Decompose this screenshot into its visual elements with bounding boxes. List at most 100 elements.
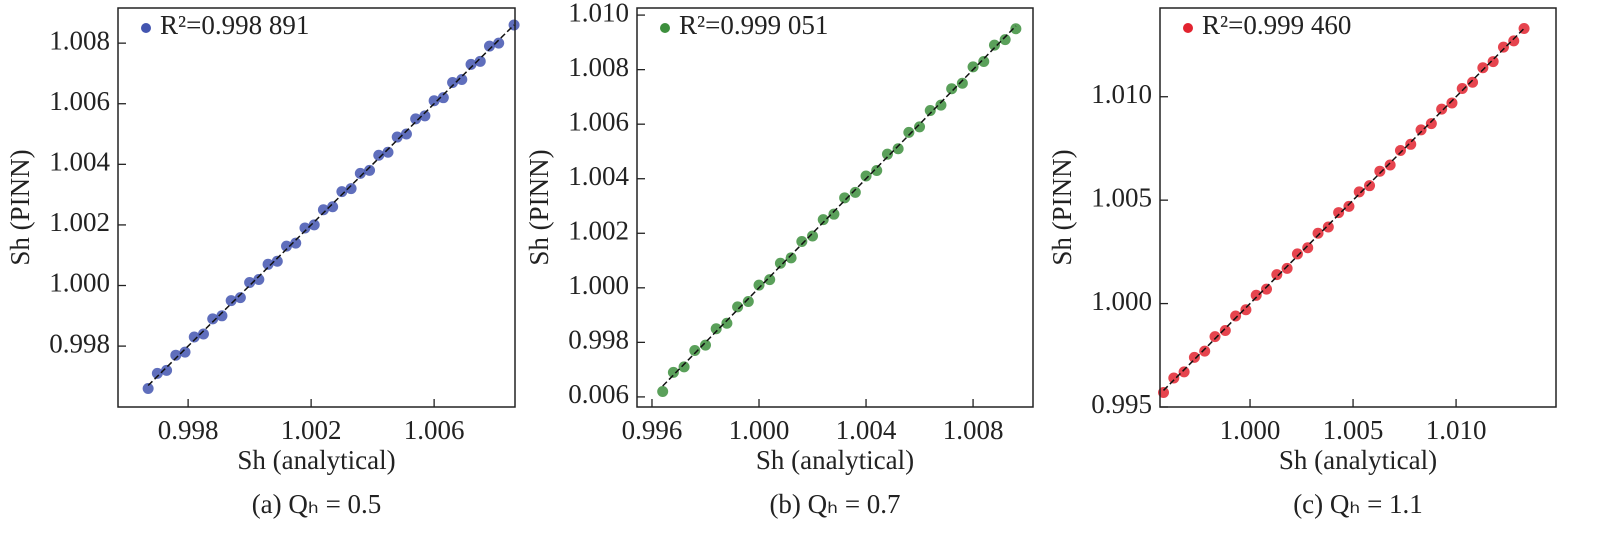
point [465, 58, 477, 70]
x-tick-label: 0.998 [158, 415, 219, 445]
point [1374, 165, 1386, 177]
x-tick-label: 1.000 [1220, 415, 1281, 445]
point [1436, 103, 1448, 115]
point [216, 310, 228, 322]
point [1343, 200, 1355, 212]
y-tick-label: 1.010 [1091, 79, 1152, 109]
point [327, 201, 339, 213]
legend-label: R²=0.999 051 [679, 10, 828, 40]
panel: 0.998 1.002 1.006 0.998 1.000 1.002 1.004 1.006… [5, 7, 520, 519]
point [1250, 289, 1262, 301]
point [474, 55, 486, 67]
point [871, 165, 883, 177]
point [142, 383, 154, 395]
point [373, 149, 385, 161]
point [1394, 145, 1406, 157]
point [1219, 324, 1231, 336]
plot-frame [1159, 7, 1557, 408]
point [345, 183, 357, 195]
point [308, 219, 320, 231]
point [1312, 227, 1324, 239]
x-tick-label: 0.996 [622, 415, 683, 445]
point [689, 345, 701, 357]
point [1281, 262, 1293, 274]
y-tick-label: 0.998 [49, 328, 110, 358]
point [1158, 387, 1170, 399]
point [903, 126, 915, 138]
point [1291, 248, 1303, 260]
point [170, 349, 182, 361]
y-axis-label: Sh (PINN) [524, 149, 554, 265]
point [999, 34, 1011, 46]
point [225, 295, 237, 307]
point [849, 186, 861, 198]
y-tick-label: 1.000 [568, 270, 629, 300]
point [151, 367, 163, 379]
point [742, 295, 754, 307]
point [317, 204, 329, 216]
x-tick-label: 1.000 [729, 415, 790, 445]
legend-marker [660, 23, 670, 33]
point [1487, 56, 1499, 68]
panel: 1.000 1.005 1.010 0.995 1.000 1.005 1.010 R²=0.… [1047, 7, 1557, 519]
y-axis-label: Sh (PINN) [1047, 149, 1077, 265]
point [924, 105, 936, 117]
point [1199, 345, 1211, 357]
point [1497, 41, 1509, 53]
point [1415, 124, 1427, 136]
y-tick-label: 1.004 [49, 147, 110, 177]
point [382, 146, 394, 158]
y-tick-label: 1.000 [1091, 286, 1152, 316]
y-tick-label: 1.002 [49, 207, 110, 237]
caption: (a) Qₕ = 0.5 [252, 489, 382, 519]
point [1467, 76, 1479, 88]
point [667, 366, 679, 378]
point [161, 364, 173, 376]
y-tick-label: 1.008 [568, 52, 629, 82]
point [860, 170, 872, 182]
fit-line [147, 24, 515, 387]
y-tick-label: 0.995 [1091, 389, 1152, 419]
legend-label: R²=0.998 891 [160, 10, 309, 40]
y-tick-label: 0.998 [568, 325, 629, 355]
point [493, 37, 505, 49]
y-tick-label: 1.006 [568, 106, 629, 136]
plot-frame [117, 7, 516, 408]
plot-frame [636, 7, 1034, 408]
point [914, 121, 926, 133]
point [197, 328, 209, 340]
point [785, 252, 797, 264]
point [774, 257, 786, 269]
point [188, 331, 200, 343]
point [1302, 242, 1314, 254]
point [881, 148, 893, 160]
point [179, 346, 191, 358]
x-tick-label: 1.010 [1426, 415, 1487, 445]
y-tick-label: 1.008 [49, 25, 110, 55]
point [1456, 82, 1468, 94]
point [336, 186, 348, 198]
point [807, 230, 819, 242]
point [1446, 97, 1458, 109]
point [456, 73, 468, 85]
point [988, 39, 1000, 51]
point [710, 323, 722, 335]
point [699, 339, 711, 351]
point [281, 240, 293, 252]
y-tick-label: 1.010 [568, 0, 629, 27]
point [483, 40, 495, 52]
y-axis-label: Sh (PINN) [5, 149, 35, 265]
point [1010, 23, 1022, 35]
point [234, 292, 246, 304]
point [1333, 207, 1345, 219]
point [1405, 138, 1417, 150]
point [207, 313, 219, 325]
x-tick-label: 1.006 [404, 415, 465, 445]
point [935, 99, 947, 111]
x-tick-label: 1.005 [1323, 415, 1384, 445]
legend-marker [1183, 23, 1193, 33]
point [253, 273, 265, 285]
point [410, 113, 422, 125]
point [354, 167, 366, 179]
point [419, 110, 431, 122]
